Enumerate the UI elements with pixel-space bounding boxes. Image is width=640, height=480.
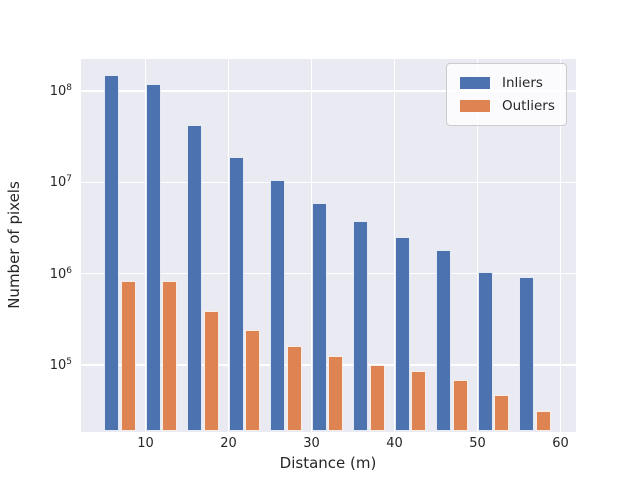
bar-inliers-30 [311, 202, 327, 432]
bar-inliers-15 [187, 125, 202, 432]
x-tick-label: 30 [303, 436, 320, 451]
bar-inliers-5 [104, 74, 119, 432]
y-tick-label: 108 [49, 82, 72, 100]
bar-outliers-5 [120, 280, 136, 432]
gridline-horizontal [80, 364, 576, 366]
bar-outliers-30 [328, 356, 344, 432]
y-tick-label: 107 [49, 174, 72, 191]
bar-outliers-50 [494, 394, 510, 432]
x-tick-label: 50 [469, 436, 486, 451]
y-tick-label: 106 [49, 265, 72, 282]
bar-inliers-55 [519, 276, 534, 432]
bar-inliers-35 [353, 220, 368, 432]
gridline-vertical [476, 58, 479, 432]
x-axis-label: Distance (m) [279, 454, 377, 472]
bar-inliers-50 [477, 271, 493, 432]
gridline-horizontal [80, 90, 576, 92]
gridline-horizontal [80, 272, 576, 275]
bar-outliers-45 [452, 379, 468, 432]
legend-row-inliers: Inliers [460, 75, 566, 91]
legend-label-outliers: Outliers [502, 98, 555, 114]
bar-inliers-20 [228, 156, 244, 432]
gridline-horizontal [80, 181, 576, 183]
outliers-swatch-icon [460, 100, 490, 112]
legend: Inliers Outliers [446, 63, 567, 126]
x-tick-label: 10 [137, 436, 154, 451]
legend-label-inliers: Inliers [502, 75, 543, 91]
gridline-vertical [310, 58, 313, 432]
bar-outliers-25 [286, 346, 302, 432]
legend-row-outliers: Outliers [460, 98, 566, 114]
bar-outliers-55 [535, 411, 551, 432]
gridline-vertical [393, 58, 396, 432]
bar-inliers-45 [436, 250, 451, 432]
inliers-swatch-icon [460, 77, 490, 89]
bar-inliers-10 [145, 83, 161, 432]
bar-outliers-15 [203, 310, 219, 432]
bar-outliers-10 [162, 280, 178, 432]
x-tick-label: 40 [386, 436, 403, 451]
gridline-vertical [144, 58, 147, 432]
bar-inliers-40 [394, 237, 410, 432]
y-axis-label: Number of pixels [5, 181, 23, 309]
x-tick-label: 20 [220, 436, 237, 451]
bar-outliers-20 [245, 330, 261, 432]
bar-inliers-25 [270, 180, 285, 432]
gridline-vertical [227, 58, 230, 432]
x-tick-label: 60 [552, 436, 569, 451]
bar-outliers-40 [411, 370, 427, 432]
y-tick-label: 105 [49, 356, 72, 374]
gridline-vertical [559, 58, 562, 432]
bar-outliers-35 [369, 364, 385, 432]
